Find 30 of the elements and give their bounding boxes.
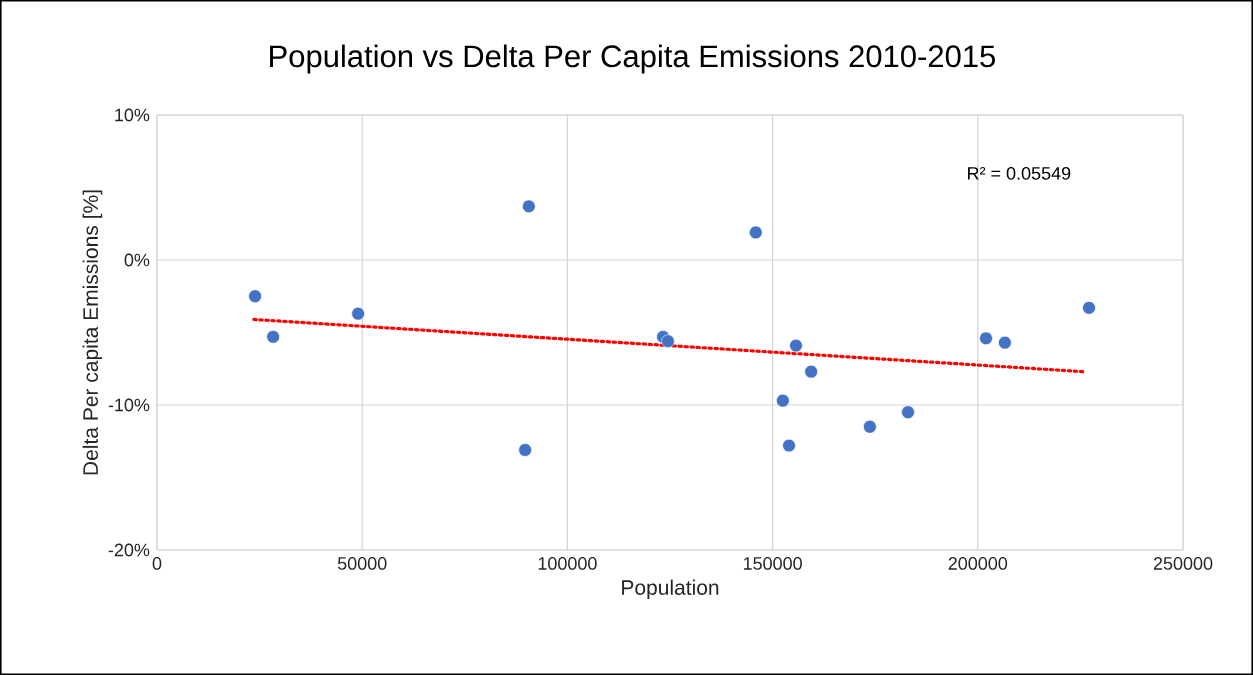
x-tick-label: 50000: [337, 557, 387, 570]
point: [776, 393, 790, 408]
chart-title: Population vs Delta Per Capita Emissions 2010-2015: [270, 44, 995, 74]
point: [789, 338, 803, 353]
point: [863, 420, 877, 434]
point: [661, 334, 675, 348]
point: [782, 438, 796, 453]
point: [351, 306, 365, 321]
y-tick-label: -10%: [108, 398, 150, 412]
x-tick-label: 0: [152, 557, 162, 570]
point: [979, 331, 993, 345]
point: [248, 289, 262, 303]
point: [518, 443, 532, 457]
x-tick-label: 150000: [743, 557, 802, 570]
point: [1082, 301, 1096, 315]
y-axis-title: Delta Per capita Emissions [%]: [82, 190, 103, 475]
x-axis-title: Population: [622, 579, 719, 600]
annotation: R² = 0.05549: [968, 166, 1071, 180]
point: [998, 335, 1012, 350]
y-tick-label: -20%: [108, 543, 150, 557]
x-tick-label: 100000: [538, 557, 597, 570]
point: [266, 330, 280, 344]
y-tick-label: 0%: [124, 253, 150, 267]
point: [901, 405, 915, 419]
x-tick-label: 250000: [1153, 557, 1213, 570]
point: [749, 225, 763, 240]
x-tick-label: 200000: [948, 557, 1008, 570]
point: [804, 364, 818, 379]
y-tick-label: 10%: [115, 108, 150, 122]
point: [522, 199, 536, 214]
